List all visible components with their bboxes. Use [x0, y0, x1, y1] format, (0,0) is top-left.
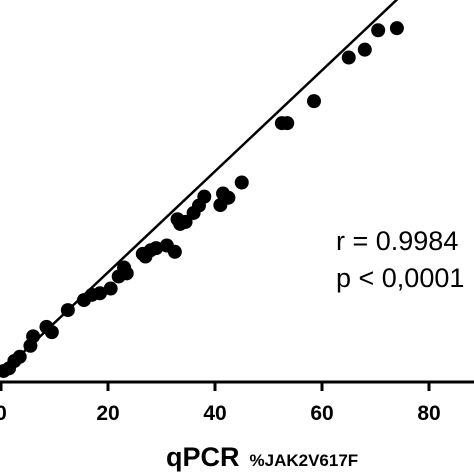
x-tick-label: 0 [0, 402, 7, 425]
regression-layer [0, 0, 399, 375]
data-point [221, 190, 236, 205]
data-point [149, 241, 164, 256]
data-point [306, 94, 321, 109]
p-value-annotation: p < 0,0001 [336, 263, 464, 293]
data-point [44, 325, 59, 340]
data-point [60, 303, 75, 318]
regression-line [0, 0, 399, 375]
x-axis-label: qPCR [166, 442, 240, 472]
x-axis-title: qPCR %JAK2V617F [166, 442, 358, 472]
data-point [197, 189, 212, 204]
data-point [167, 244, 182, 259]
x-tick-label: 60 [310, 402, 333, 425]
data-point [234, 175, 249, 190]
data-point [178, 214, 193, 229]
data-point [92, 286, 107, 301]
x-tick-labels: 0 20 40 60 80 [0, 402, 441, 425]
data-point [26, 329, 41, 344]
correlation-annotation: r = 0.9984 [336, 226, 458, 256]
data-point [119, 266, 134, 281]
x-tick-label: 40 [203, 402, 226, 425]
data-point [341, 50, 356, 65]
data-point [12, 349, 27, 364]
x-tick-label: 80 [417, 402, 440, 425]
data-point [357, 42, 372, 57]
x-axis [0, 380, 474, 391]
data-point [103, 281, 118, 296]
data-point [389, 21, 404, 36]
points-layer [0, 21, 404, 378]
x-tick-label: 20 [96, 402, 119, 425]
x-axis-unit: %JAK2V617F [250, 451, 359, 470]
data-point [371, 23, 386, 38]
data-point [280, 116, 295, 131]
